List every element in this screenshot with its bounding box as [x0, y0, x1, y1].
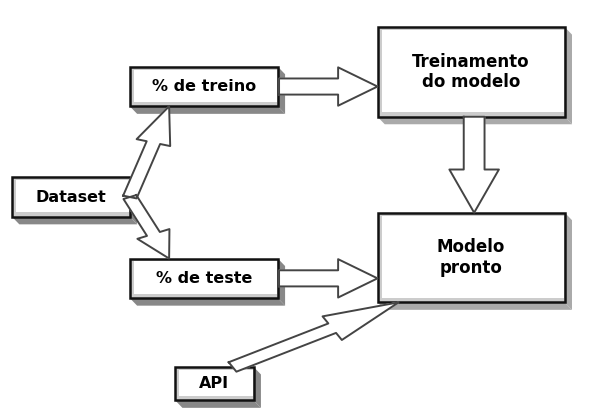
Bar [134, 261, 277, 294]
Bar [378, 213, 565, 302]
Bar [130, 67, 278, 106]
Polygon shape [130, 298, 285, 306]
Polygon shape [12, 217, 137, 224]
Text: API: API [199, 376, 230, 391]
Polygon shape [130, 177, 137, 224]
Bar [12, 177, 130, 217]
Text: Modelo
pronto: Modelo pronto [437, 238, 506, 277]
Bar [134, 70, 277, 102]
Text: % de teste: % de teste [156, 271, 252, 286]
Bar [378, 27, 565, 117]
Text: Treinamento
do modelo: Treinamento do modelo [413, 53, 530, 91]
Text: Dataset: Dataset [36, 190, 106, 204]
Polygon shape [449, 117, 499, 213]
Polygon shape [175, 400, 261, 408]
Bar [382, 216, 564, 298]
Polygon shape [378, 302, 572, 310]
Polygon shape [229, 302, 399, 372]
Bar [378, 213, 565, 302]
Polygon shape [278, 259, 285, 306]
Polygon shape [254, 367, 261, 408]
Bar [130, 259, 278, 298]
Polygon shape [123, 106, 170, 198]
Bar [179, 370, 253, 396]
Text: % de treino: % de treino [152, 79, 256, 94]
Polygon shape [565, 27, 572, 124]
Polygon shape [123, 195, 170, 259]
Bar [382, 30, 564, 113]
Bar [378, 27, 565, 117]
Polygon shape [279, 259, 378, 298]
Polygon shape [278, 67, 285, 114]
Polygon shape [378, 117, 572, 124]
Bar [130, 259, 278, 298]
Bar [175, 367, 254, 400]
Polygon shape [565, 213, 572, 310]
Bar [12, 177, 130, 217]
Polygon shape [130, 106, 285, 114]
Polygon shape [279, 68, 378, 106]
Bar [130, 67, 278, 106]
Bar [175, 367, 254, 400]
Bar [16, 180, 129, 213]
